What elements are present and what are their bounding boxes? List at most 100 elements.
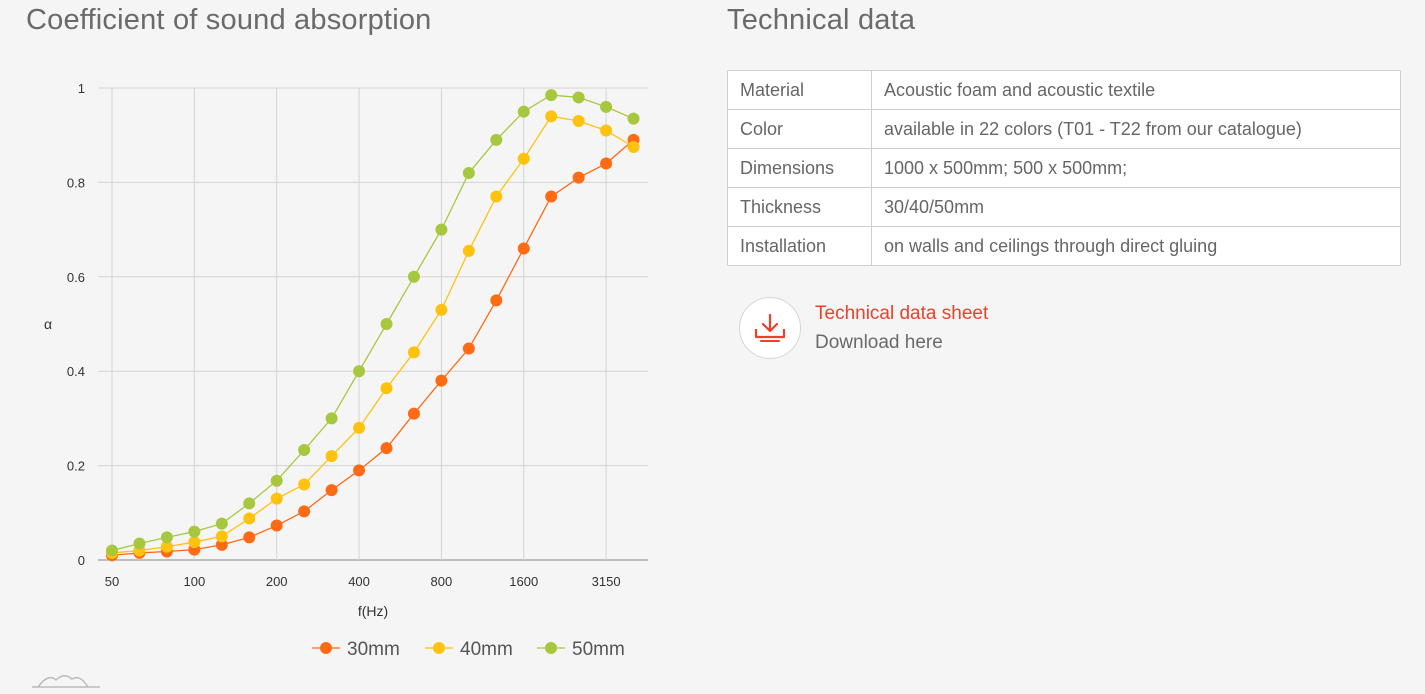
table-row: Thickness 30/40/50mm (727, 187, 1401, 227)
data-point-50mm (572, 91, 585, 104)
data-point-50mm (160, 531, 173, 544)
series-line-40mm (111, 115, 634, 554)
legend-label: 50mm (572, 639, 625, 660)
table-row: Installation on walls and ceilings throug… (727, 226, 1401, 266)
data-point-40mm (462, 244, 475, 257)
data-point-50mm (407, 270, 420, 283)
data-point-50mm (243, 497, 256, 510)
data-point-50mm (462, 166, 475, 179)
data-point-50mm (435, 223, 448, 236)
y-tick-label: 0.2 (67, 459, 85, 474)
x-tick-label: 800 (431, 574, 453, 589)
data-point-50mm (627, 112, 640, 125)
data-point-30mm (215, 538, 228, 551)
x-tick-label: 50 (105, 574, 119, 589)
data-point-50mm (106, 544, 118, 557)
data-point-30mm (407, 407, 420, 420)
data-point-30mm (353, 464, 366, 477)
row-key: Thickness (727, 187, 872, 227)
table-row: Dimensions 1000 x 500mm; 500 x 500mm; (727, 148, 1401, 188)
x-tick-label: 1600 (509, 574, 538, 589)
data-point-40mm (353, 421, 366, 434)
data-point-50mm (490, 133, 503, 146)
data-point-40mm (435, 303, 448, 316)
download-subtitle: Download here (815, 332, 943, 353)
data-point-40mm (160, 540, 173, 553)
data-point-50mm (188, 525, 201, 538)
data-point-40mm (600, 124, 613, 137)
y-axis-label: α (44, 316, 52, 332)
data-point-40mm (407, 346, 420, 359)
data-point-50mm (133, 537, 146, 550)
data-point-30mm (380, 442, 393, 455)
series-line-50mm (111, 94, 634, 552)
technical-data-table: Material Acoustic foam and acoustic texti… (727, 70, 1401, 266)
y-tick-label: 0 (78, 553, 85, 568)
x-tick-label: 100 (183, 574, 205, 589)
legend-marker (433, 642, 445, 654)
y-tick-label: 0.6 (67, 270, 85, 285)
data-point-30mm (517, 242, 530, 255)
data-point-40mm (188, 536, 201, 549)
data-point-40mm (298, 478, 311, 491)
data-point-50mm (325, 412, 338, 425)
y-tick-label: 1 (78, 81, 85, 96)
data-point-50mm (545, 89, 558, 102)
brand-mountain-icon (32, 675, 100, 688)
data-point-50mm (353, 365, 366, 378)
y-tick-label: 0.4 (67, 364, 85, 379)
data-point-40mm (517, 152, 530, 165)
data-point-30mm (270, 519, 283, 532)
x-tick-label: 3150 (592, 574, 621, 589)
absorption-chart: 0 0.2 0.4 0.6 0.8 1 50 100 200 400 800 1600 3150 f(Hz… (44, 81, 648, 660)
data-point-30mm (545, 190, 558, 203)
data-point-40mm (490, 190, 503, 203)
technical-data-title: Technical data (727, 4, 916, 36)
download-datasheet-link[interactable]: Technical data sheet Download here (739, 297, 988, 359)
row-value: on walls and ceilings through direct glu… (871, 226, 1401, 266)
legend-marker (320, 642, 332, 654)
data-point-50mm (215, 517, 228, 530)
data-point-30mm (462, 342, 475, 355)
data-point-50mm (517, 105, 530, 118)
x-tick-label: 200 (266, 574, 288, 589)
x-axis-label: f(Hz) (358, 603, 388, 619)
table-row: Material Acoustic foam and acoustic texti… (727, 70, 1401, 110)
row-key: Color (727, 109, 872, 149)
data-point-40mm (215, 530, 228, 543)
data-point-50mm (270, 474, 283, 487)
data-point-30mm (325, 484, 338, 497)
data-point-50mm (298, 444, 311, 457)
y-tick-label: 0.8 (67, 175, 85, 190)
data-point-40mm (380, 382, 393, 395)
data-point-50mm (600, 100, 613, 113)
row-value: 1000 x 500mm; 500 x 500mm; (871, 148, 1401, 188)
data-point-30mm (435, 374, 448, 387)
row-key: Material (727, 70, 872, 110)
row-value: Acoustic foam and acoustic textile (871, 70, 1401, 110)
data-point-50mm (380, 318, 393, 330)
download-title[interactable]: Technical data sheet (815, 303, 989, 324)
data-point-30mm (572, 171, 585, 184)
data-point-30mm (490, 294, 503, 307)
data-point-40mm (270, 492, 283, 505)
data-point-40mm (325, 450, 338, 463)
legend-marker (545, 642, 557, 654)
row-value: available in 22 colors (T01 - T22 from o… (871, 109, 1401, 149)
table-row: Color available in 22 colors (T01 - T22 f… (727, 109, 1401, 149)
row-key: Installation (727, 226, 872, 266)
data-point-30mm (243, 531, 256, 544)
row-value: 30/40/50mm (871, 187, 1401, 227)
x-tick-label: 400 (348, 574, 370, 589)
data-point-40mm (243, 512, 256, 525)
row-key: Dimensions (727, 148, 872, 188)
data-point-40mm (572, 115, 585, 128)
download-button[interactable] (739, 297, 801, 359)
legend-label: 40mm (460, 639, 513, 660)
data-point-30mm (298, 505, 311, 518)
data-point-40mm (627, 141, 640, 153)
download-icon (754, 313, 786, 342)
data-point-40mm (545, 110, 558, 123)
data-point-30mm (600, 157, 613, 170)
legend-label: 30mm (347, 639, 400, 660)
